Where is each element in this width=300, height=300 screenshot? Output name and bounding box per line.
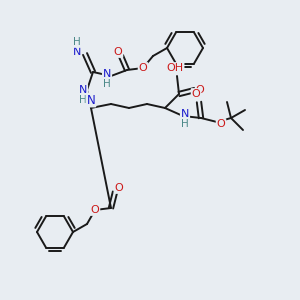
Text: N: N bbox=[103, 69, 111, 79]
Text: O: O bbox=[217, 119, 225, 129]
Text: OH: OH bbox=[167, 63, 184, 73]
Text: H: H bbox=[103, 79, 111, 89]
Text: H: H bbox=[181, 119, 189, 129]
Text: N: N bbox=[87, 94, 95, 106]
Text: O: O bbox=[196, 85, 204, 95]
Text: N: N bbox=[181, 109, 189, 119]
Text: N: N bbox=[73, 47, 81, 57]
Text: O: O bbox=[192, 89, 200, 99]
Text: O: O bbox=[91, 205, 99, 215]
Text: O: O bbox=[114, 47, 122, 57]
Text: H: H bbox=[73, 37, 81, 47]
Text: H: H bbox=[79, 95, 87, 105]
Text: O: O bbox=[139, 63, 147, 73]
Text: N: N bbox=[79, 85, 87, 95]
Text: O: O bbox=[115, 183, 123, 193]
